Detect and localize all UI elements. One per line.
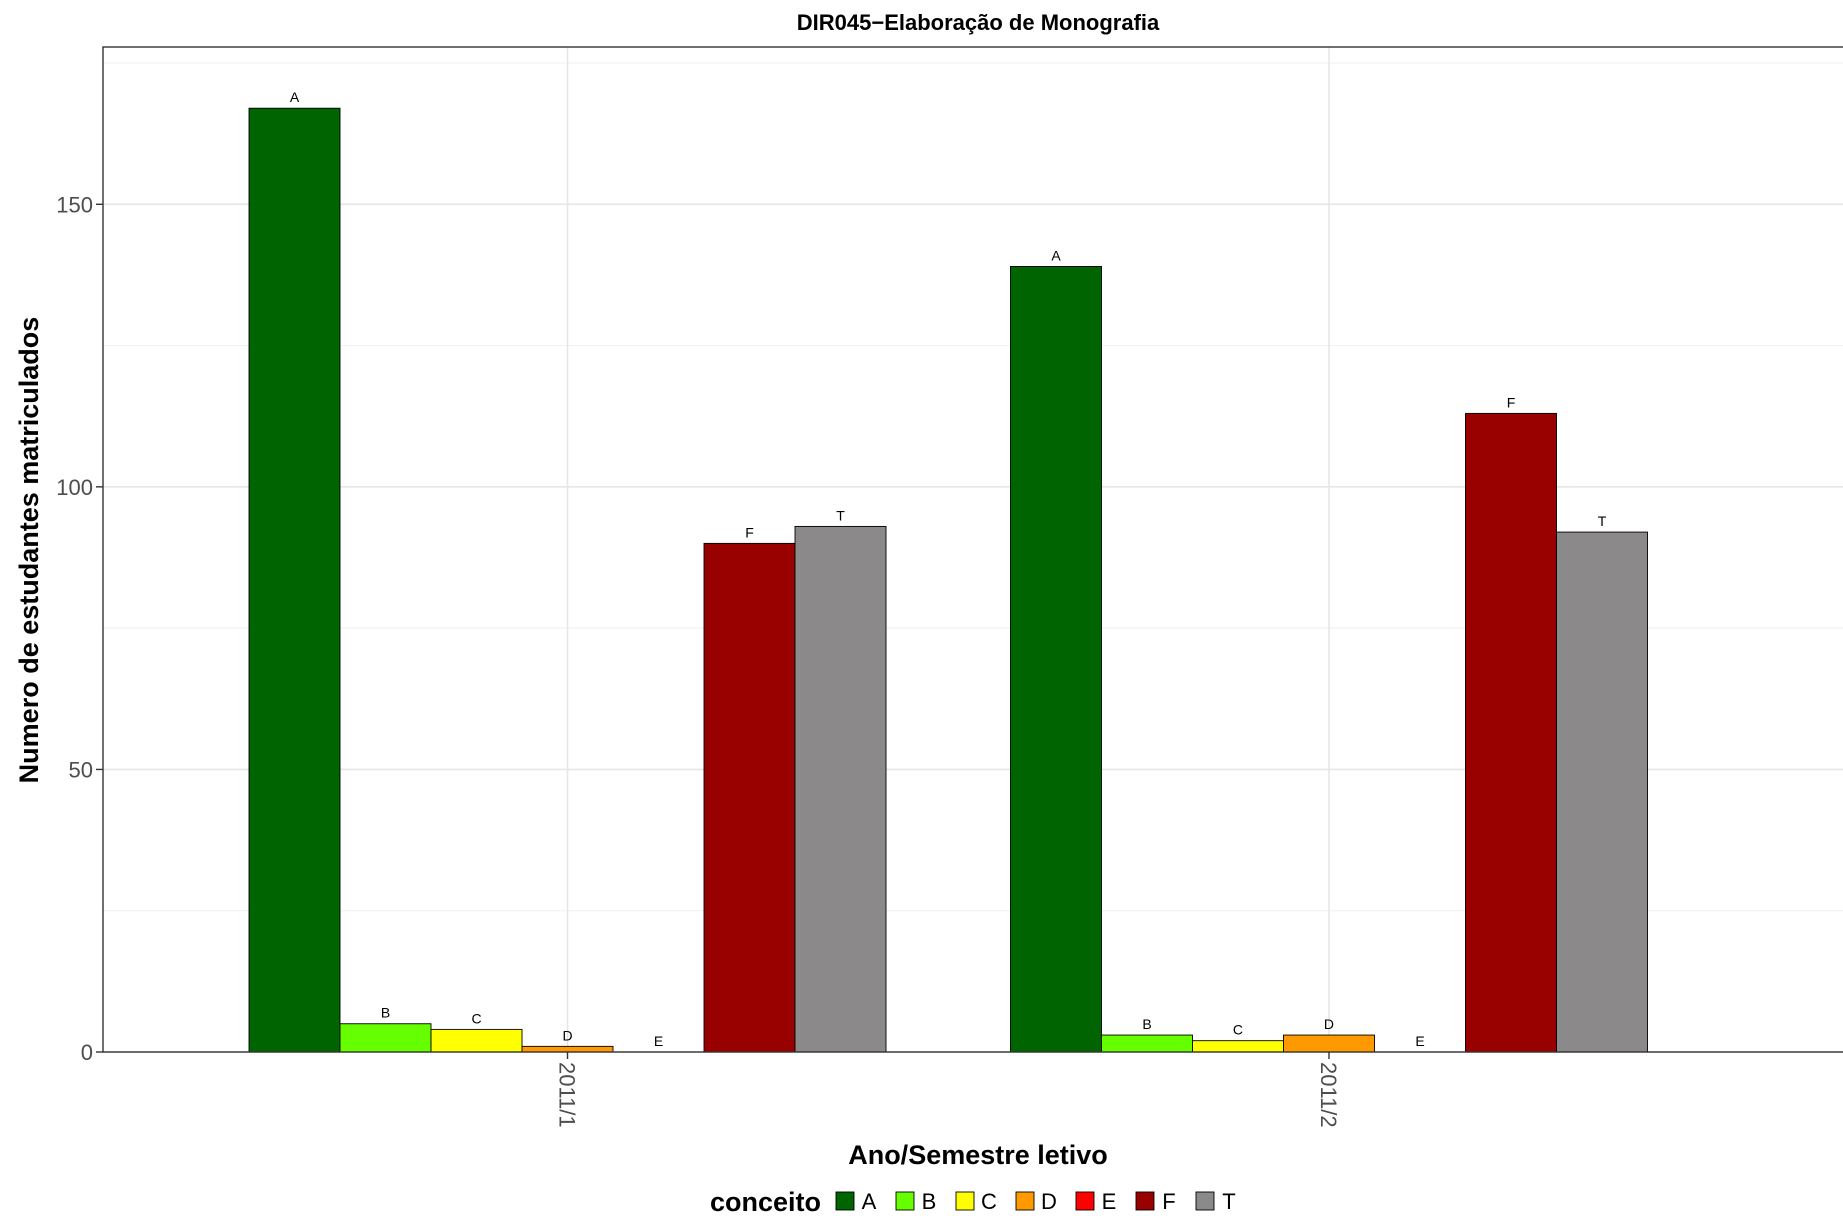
legend-label: C [981, 1189, 997, 1214]
bar-label: A [1051, 247, 1061, 263]
x-axis: 2011/1 2011/2 [555, 1052, 1341, 1128]
bar-label: E [654, 1033, 663, 1049]
bar-label: D [562, 1027, 572, 1043]
bar-label: F [1507, 394, 1516, 410]
bar-F-2011/1 [704, 543, 795, 1052]
bar-label: A [290, 89, 300, 105]
y-axis-title: Numero de estudantes matriculados [14, 317, 44, 784]
legend-label: T [1222, 1189, 1235, 1214]
legend-key-T [1196, 1192, 1214, 1210]
bar-label: T [1598, 513, 1607, 529]
bar-C-2011/1 [431, 1029, 522, 1052]
legend-key-C [956, 1192, 974, 1210]
bar-A-2011/2 [1010, 266, 1101, 1052]
legend-title: conceito [710, 1187, 821, 1216]
bar-B-2011/2 [1101, 1035, 1192, 1052]
x-tick-label: 2011/1 [555, 1062, 580, 1128]
bar-label: T [836, 507, 845, 523]
legend-label: E [1102, 1189, 1117, 1214]
bar-labels: A B C D E F T A B C D E F T [290, 89, 1607, 1049]
y-tick-label: 100 [56, 475, 93, 500]
legend: conceito A B C D E F T [710, 1187, 1236, 1216]
y-tick-label: 50 [69, 757, 93, 782]
legend-label: D [1041, 1189, 1057, 1214]
bar-A-2011/1 [249, 108, 340, 1052]
bar-label: D [1324, 1016, 1334, 1032]
legend-label: F [1162, 1189, 1175, 1214]
y-axis: 0 50 100 150 [56, 192, 103, 1065]
legend-key-A [836, 1192, 854, 1210]
bar-T-2011/2 [1556, 532, 1647, 1052]
legend-key-F [1136, 1192, 1154, 1210]
bar-D-2011/1 [522, 1046, 613, 1052]
y-tick-label: 150 [56, 192, 93, 217]
y-tick-label: 0 [81, 1040, 93, 1065]
legend-key-E [1076, 1192, 1094, 1210]
x-tick-label: 2011/2 [1316, 1062, 1341, 1128]
legend-label: B [922, 1189, 937, 1214]
bar-label: E [1415, 1033, 1424, 1049]
bar-F-2011/2 [1465, 413, 1556, 1052]
legend-label: A [862, 1189, 877, 1214]
bar-label: F [745, 524, 754, 540]
bar-label: C [471, 1010, 481, 1026]
bar-C-2011/2 [1192, 1041, 1283, 1052]
legend-key-D [1016, 1192, 1034, 1210]
x-axis-title: Ano/Semestre letivo [848, 1140, 1108, 1170]
bar-D-2011/2 [1283, 1035, 1374, 1052]
bar-B-2011/1 [340, 1024, 431, 1052]
chart-title: DIR045−Elaboração de Monografia [797, 10, 1160, 35]
bar-label: B [381, 1005, 390, 1021]
bar-label: C [1233, 1022, 1243, 1038]
bar-T-2011/1 [795, 526, 886, 1052]
legend-key-B [896, 1192, 914, 1210]
bar-label: B [1142, 1016, 1151, 1032]
